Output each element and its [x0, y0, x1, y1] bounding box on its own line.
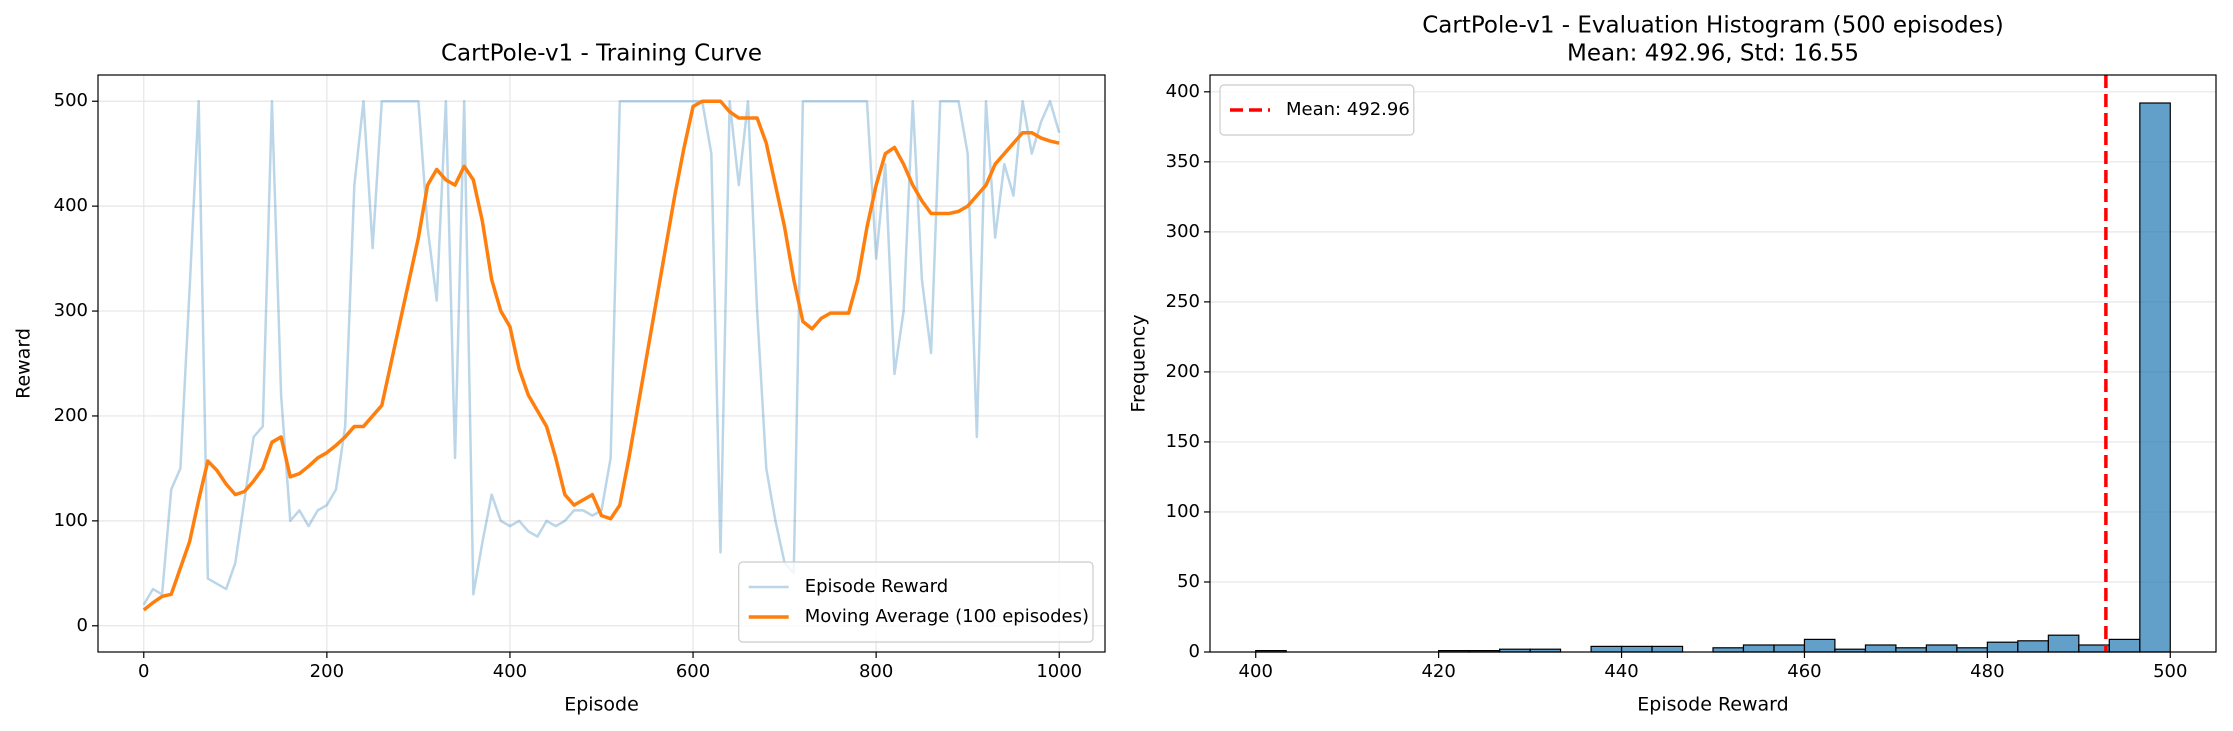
axes-frame — [97, 74, 1106, 653]
chart-title: CartPole-v1 - Evaluation Histogram (500 … — [1422, 13, 2004, 39]
x-tick-label: 460 — [1787, 661, 1821, 682]
x-axis-label: Episode Reward — [1637, 694, 1788, 716]
y-axis-label: Frequency — [1128, 314, 1150, 412]
histogram-bar — [2108, 638, 2141, 653]
histogram-bar — [1773, 644, 1806, 653]
y-tick-label: 250 — [1166, 291, 1200, 312]
subplot: 0 200 400 600 800 1000 0 100 200 300 400 500 CartPol… — [13, 41, 1106, 716]
histogram-bar — [2047, 634, 2080, 653]
y-tick-label: 0 — [1189, 641, 1200, 662]
y-axis-label: Reward — [13, 328, 35, 399]
legend-label: Episode Reward — [805, 576, 948, 597]
histogram-bar — [1986, 641, 2019, 653]
y-tick-label: 100 — [1166, 501, 1200, 522]
histogram-bar — [1712, 647, 1745, 653]
y-tick-label: 200 — [1166, 361, 1200, 382]
legend: Episode Reward Moving Average (100 episod… — [738, 561, 1094, 643]
histogram-bar — [1925, 644, 1958, 653]
x-tick-label: 0 — [138, 661, 149, 682]
chart-subtitle: Mean: 492.96, Std: 16.55 — [1567, 41, 1859, 67]
legend-box — [738, 561, 1094, 643]
y-tick-label: 50 — [1177, 571, 1200, 592]
histogram-bar — [1742, 644, 1775, 653]
x-tick-label: 800 — [859, 661, 893, 682]
x-tick-label: 400 — [493, 661, 527, 682]
y-tick-label: 100 — [54, 510, 88, 531]
y-tick-label: 0 — [77, 615, 88, 636]
x-tick-label: 200 — [310, 661, 344, 682]
y-tick-label: 300 — [1166, 221, 1200, 242]
y-tick-label: 500 — [54, 90, 88, 111]
histogram-bar — [1620, 645, 1653, 653]
x-axis-label: Episode — [564, 694, 639, 716]
x-tick-label: 600 — [676, 661, 710, 682]
legend-label: Moving Average (100 episodes) — [805, 606, 1089, 627]
legend-box — [1219, 84, 1415, 136]
histogram-bar — [2017, 640, 2049, 653]
histogram-bar — [1803, 638, 1836, 653]
histogram-bar — [1590, 645, 1623, 653]
histogram-bar — [2139, 102, 2171, 653]
x-tick-label: 1000 — [1036, 661, 1082, 682]
x-tick-label: 480 — [1970, 661, 2004, 682]
x-tick-label: 500 — [2153, 661, 2187, 682]
histogram-bar — [1864, 644, 1897, 653]
data-line — [142, 99, 1060, 612]
y-tick-label: 200 — [54, 405, 88, 426]
y-tick-label: 400 — [54, 195, 88, 216]
data-line — [142, 99, 1061, 606]
axes-frame — [1209, 74, 2217, 653]
histogram-bar — [1651, 645, 1684, 653]
legend-label: Mean: 492.96 — [1286, 99, 1410, 120]
subplot: 400 420 440 460 480 500 0 50 100 150 200 250 300 350 4… — [1128, 13, 2217, 716]
x-tick-label: 420 — [1421, 661, 1455, 682]
histogram-bar — [1956, 647, 1988, 653]
x-tick-label: 400 — [1239, 661, 1273, 682]
chart-title: CartPole-v1 - Training Curve — [441, 41, 762, 67]
y-tick-label: 400 — [1166, 81, 1200, 102]
y-tick-label: 150 — [1166, 431, 1200, 452]
legend: Mean: 492.96 — [1219, 84, 1415, 136]
x-tick-label: 440 — [1604, 661, 1638, 682]
y-tick-label: 300 — [54, 300, 88, 321]
y-tick-label: 350 — [1166, 151, 1200, 172]
histogram-bar — [1895, 647, 1927, 653]
